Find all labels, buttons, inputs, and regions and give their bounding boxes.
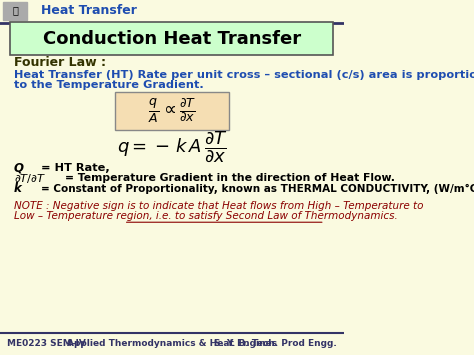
Text: $\frac{q}{A} \propto \frac{\partial T}{\partial x}$: $\frac{q}{A} \propto \frac{\partial T}{\…	[147, 97, 196, 125]
Text: NOTE : Negative sign is to indicate that Heat flows from High – Temperature to: NOTE : Negative sign is to indicate that…	[14, 201, 423, 211]
Text: Q: Q	[14, 161, 24, 174]
Text: $\partial T/\partial T$: $\partial T/\partial T$	[14, 172, 46, 185]
Text: = HT Rate,: = HT Rate,	[41, 163, 110, 173]
Bar	[3, 2, 27, 20]
Text: = Temperature Gradient in the direction of Heat Flow.: = Temperature Gradient in the direction …	[65, 173, 395, 183]
Text: Fourier Law :: Fourier Law :	[14, 56, 106, 69]
Text: to the Temperature Gradient.: to the Temperature Gradient.	[14, 80, 203, 90]
Text: Conduction Heat Transfer: Conduction Heat Transfer	[43, 30, 301, 48]
Text: Heat Transfer (HT) Rate per unit cross – sectional (c/s) area is proportional: Heat Transfer (HT) Rate per unit cross –…	[14, 70, 474, 80]
Text: ME0223 SEM-IV: ME0223 SEM-IV	[7, 339, 86, 348]
Text: Heat Transfer: Heat Transfer	[41, 4, 137, 17]
FancyBboxPatch shape	[10, 22, 333, 55]
Text: k: k	[14, 182, 22, 195]
Bar	[0, 0, 344, 23]
Text: S. Y. B. Tech. Prod Engg.: S. Y. B. Tech. Prod Engg.	[214, 339, 337, 348]
Text: 🔧: 🔧	[12, 6, 18, 16]
Text: Applied Thermodynamics & Heat Engines: Applied Thermodynamics & Heat Engines	[67, 339, 277, 348]
Text: Low – Temperature region, i.e. to satisfy Second Law of Thermodynamics.: Low – Temperature region, i.e. to satisf…	[14, 211, 398, 221]
Text: = Constant of Proportionality, known as THERMAL CONDUCTIVITY, (W/m°C): = Constant of Proportionality, known as …	[41, 184, 474, 194]
FancyBboxPatch shape	[115, 92, 228, 130]
Text: $q = -\,k\,A\,\dfrac{\partial T}{\partial x}$: $q = -\,k\,A\,\dfrac{\partial T}{\partia…	[117, 129, 227, 164]
